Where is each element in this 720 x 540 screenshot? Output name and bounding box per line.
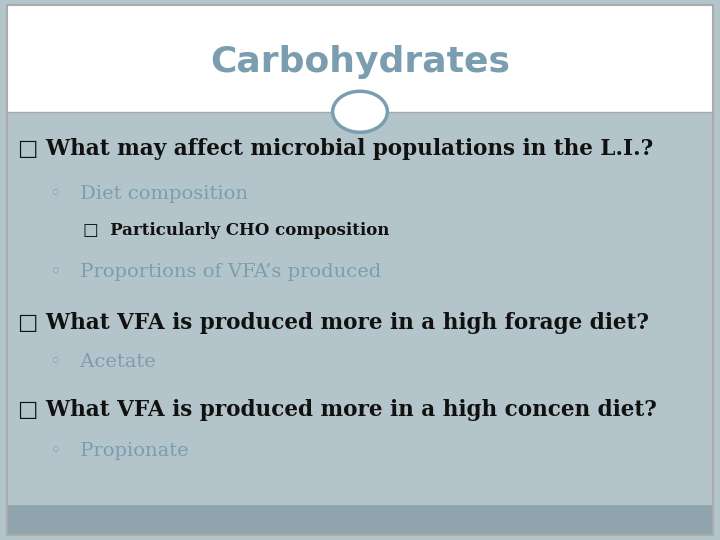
Bar bbox=[7, 5, 713, 112]
Text: □ What VFA is produced more in a high concen diet?: □ What VFA is produced more in a high co… bbox=[18, 400, 657, 421]
Text: ◦   Proportions of VFA’s produced: ◦ Proportions of VFA’s produced bbox=[50, 262, 382, 281]
Text: ◦   Diet composition: ◦ Diet composition bbox=[50, 185, 248, 204]
Text: □ What VFA is produced more in a high forage diet?: □ What VFA is produced more in a high fo… bbox=[18, 312, 649, 334]
Bar bbox=[7, 505, 713, 535]
Text: ◦   Propionate: ◦ Propionate bbox=[50, 442, 189, 460]
Circle shape bbox=[333, 91, 387, 132]
Text: □ What may affect microbial populations in the L.I.?: □ What may affect microbial populations … bbox=[18, 138, 653, 159]
Text: Carbohydrates: Carbohydrates bbox=[210, 45, 510, 79]
Text: ◦   Acetate: ◦ Acetate bbox=[50, 353, 156, 371]
Text: □  Particularly CHO composition: □ Particularly CHO composition bbox=[83, 222, 390, 239]
